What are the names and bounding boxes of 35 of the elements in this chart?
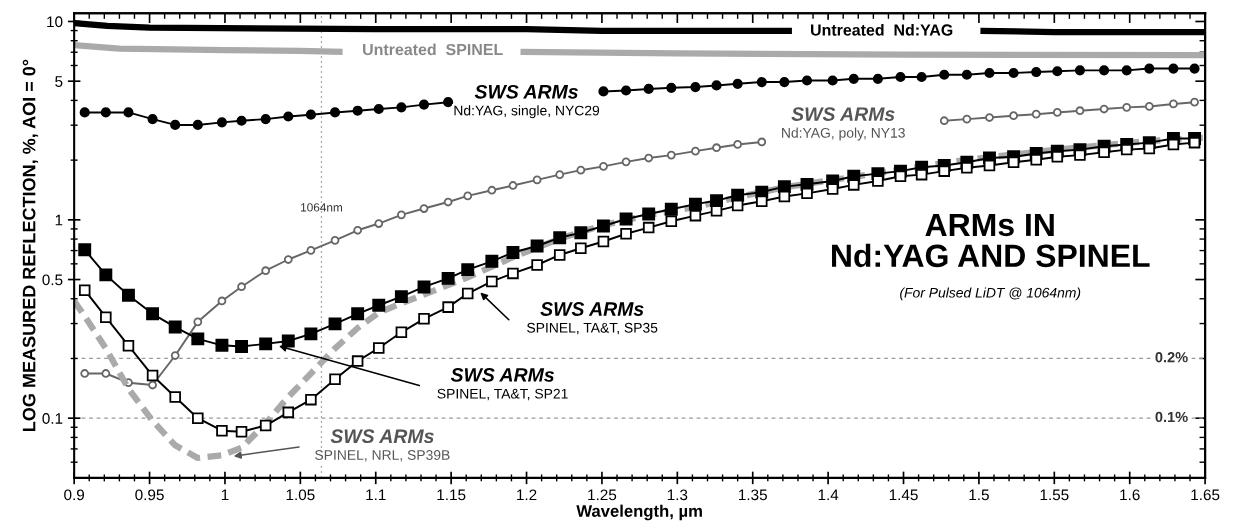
ref-line-label: 0.2% [1155,352,1188,363]
x-tick-label: 1.5 [969,489,989,501]
annotation: SWS ARMs SPINEL, NRL, SP39B [315,429,450,462]
text: (For Pulsed LiDT @ 1064nm) [900,287,1081,301]
x-tick-label: 1.4 [818,489,839,501]
text: ARMs IN Nd:YAG AND SPINEL [832,213,1150,268]
x-tick-label: 1.2 [517,489,537,501]
x-tick-label: 1.55 [1040,489,1069,501]
ref-line-label: 0.1% [1155,411,1188,423]
ref-line-label: 1064nm [301,203,343,212]
x-tick-label: 0.95 [135,489,164,501]
y-tick-label: 0.5 [42,274,63,286]
x-axis-title: Wavelength, µm [576,504,702,521]
x-tick-label: 1.6 [1120,489,1140,501]
y-axis-title: LOG MEASURED REFLECTION, %, AOI = 0° [22,59,39,431]
x-tick-label: 1.05 [286,489,315,501]
annotation: SWS ARMs Nd:YAG, single, NYC29 [454,84,600,119]
y-tick-label: 0.1 [42,413,63,424]
annotation: Untreated Nd:YAG [811,23,953,36]
x-tick-label: 1.3 [667,489,688,501]
x-tick-label: 1 [221,489,229,501]
annotation: SWS ARMs Nd:YAG, poly, NY13 [782,107,905,141]
x-tick-label: 1.65 [1191,489,1220,501]
annotation: Untreated SPINEL [363,43,503,56]
y-tick-label: 5 [55,76,63,87]
x-tick-label: 1.45 [889,489,918,501]
annotation: SWS ARMs SPINEL, TA&T, SP21 [437,367,568,401]
y-tick-label: 10 [47,16,63,28]
x-tick-label: 1.1 [366,489,386,501]
x-tick-label: 1.15 [437,489,466,501]
x-tick-label: 1.25 [588,489,617,501]
y-tick-label: 1 [55,214,63,226]
annotation: SWS ARMs SPINEL, TA&T, SP35 [527,302,658,335]
x-tick-label: 0.9 [64,489,85,501]
x-tick-label: 1.35 [739,489,767,501]
